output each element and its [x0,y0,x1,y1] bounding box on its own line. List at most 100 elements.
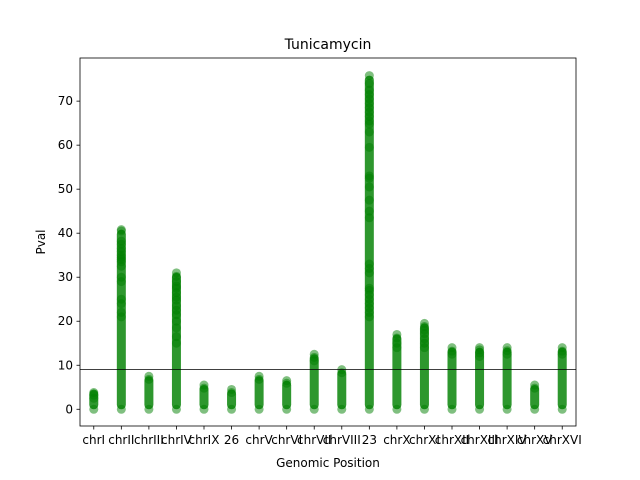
x-tick-label: chrXVI [543,433,582,447]
data-point [364,119,374,129]
data-point [392,404,402,414]
data-point [199,404,209,414]
data-point [364,195,374,205]
y-axis: 0 10 20 30 40 50 60 70 [58,94,80,416]
data-point [364,71,374,81]
data-point [171,310,181,320]
data-point [282,378,292,388]
point-cluster [447,347,457,410]
category-column [282,376,292,414]
point-cluster [502,347,512,410]
data-point [254,404,264,414]
data-point [364,268,374,278]
data-point [282,404,292,414]
x-tick-label: chrII [108,433,134,447]
x-tick-label: chrV [245,433,273,447]
data-point [530,383,540,393]
point-cluster [337,369,347,410]
category-column [447,343,457,414]
y-tick-label: 0 [65,402,73,416]
chart-title: Tunicamycin [284,37,372,53]
data-point [475,351,485,361]
data-point [227,388,237,398]
data-point [116,261,126,271]
point-cluster [282,380,292,410]
category-column [475,343,485,414]
data-point [475,404,485,414]
category-column [227,384,237,414]
point-cluster [392,334,402,410]
data-point [419,343,429,353]
data-point [116,226,126,236]
data-point [364,312,374,322]
data-point [392,343,402,353]
data-point [309,356,319,366]
data-point [309,404,319,414]
x-tick-label: chrVII [297,433,331,447]
x-tick-label: chrIV [161,433,193,447]
data-point [447,404,457,414]
point-cluster [254,376,264,410]
x-tick-label: 26 [224,433,239,447]
category-column [530,380,540,414]
x-tick-label: chrX [383,433,410,447]
data-point [144,404,154,414]
y-tick-label: 60 [58,138,73,152]
point-cluster [309,354,319,410]
data-point [199,383,209,393]
y-tick-label: 50 [58,182,73,196]
data-point [419,404,429,414]
x-tick-label: chrXI [409,433,440,447]
data-point [171,316,181,326]
data-point [171,332,181,342]
x-tick-label: chrXIII [461,433,499,447]
category-column [199,380,209,414]
data-point [337,404,347,414]
data-point [254,374,264,384]
data-point [502,349,512,359]
data-point [89,404,99,414]
category-column [419,318,429,414]
data-point [364,173,374,183]
data-point [89,393,99,403]
point-cluster [364,75,374,410]
data-point [364,79,374,89]
data-point [337,368,347,378]
category-column [337,365,347,414]
data-point [171,404,181,414]
data-point [116,312,126,322]
x-tick-label: 23 [362,433,377,447]
point-cluster [475,347,485,410]
y-tick-label: 40 [58,226,73,240]
data-point [447,349,457,359]
data-point [557,404,567,414]
category-column [171,268,181,414]
data-point [144,374,154,384]
x-tick-label: chrXIV [488,433,528,447]
point-cluster [557,347,567,410]
data-point [116,299,126,309]
x-tick-label: chrVI [271,433,302,447]
x-tick-label: chrXII [435,433,469,447]
point-cluster [144,376,154,410]
y-tick-label: 30 [58,270,73,284]
x-tick-label: chrXV [517,433,553,447]
data-point [502,404,512,414]
y-tick-label: 20 [58,314,73,328]
plot-frame [79,57,577,427]
data-point [557,349,567,359]
category-column [557,343,567,414]
x-tick-label: chrIII [134,433,164,447]
data-point [364,142,374,152]
data-point [364,213,374,223]
category-column [89,388,99,414]
x-tick-label: chrVIII [323,433,361,447]
data-point [116,277,126,287]
category-column [116,225,126,414]
category-column [392,329,402,414]
y-axis-label: Pval [34,229,48,254]
x-axis-label: Genomic Position [276,456,380,470]
y-tick-label: 10 [58,358,73,372]
